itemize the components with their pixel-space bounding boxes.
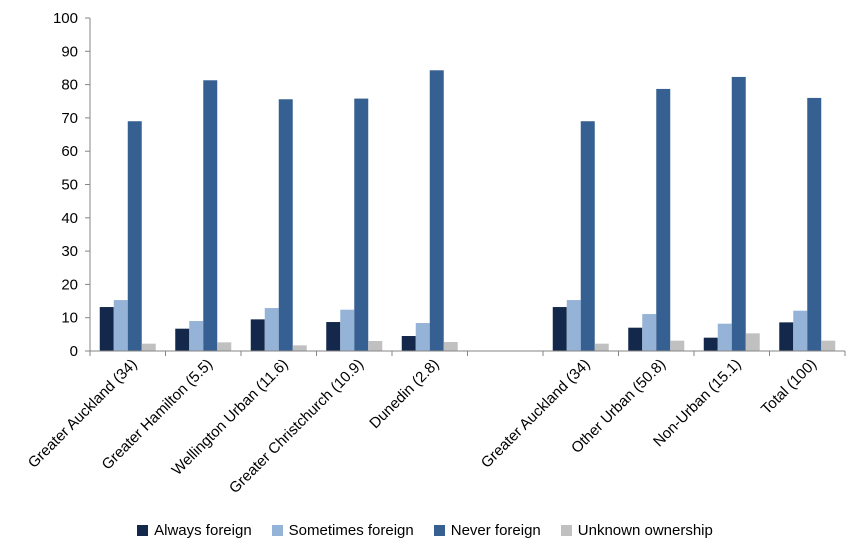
bar-unknown-ownership: [141, 343, 156, 351]
x-axis: Greater Auckland (34)Greater Hamilton (5…: [25, 350, 846, 497]
y-tick-label: 100: [53, 10, 78, 27]
bar-sometimes-foreign: [113, 300, 128, 351]
legend: Always foreign Sometimes foreign Never f…: [0, 522, 850, 539]
legend-item-sometimes-foreign: Sometimes foreign: [271, 522, 414, 539]
y-tick-label: 80: [61, 77, 78, 94]
x-tick-label: Total (100): [758, 356, 820, 418]
y-tick-label: 70: [61, 110, 78, 127]
y-tick-label: 0: [70, 343, 78, 360]
legend-swatch-unknown-ownership: [560, 525, 572, 536]
bar-always-foreign: [703, 337, 718, 351]
bar-sometimes-foreign: [264, 308, 279, 351]
bar-unknown-ownership: [292, 345, 307, 351]
bar-sometimes-foreign: [415, 323, 430, 351]
legend-swatch-sometimes-foreign: [271, 525, 283, 536]
bar-always-foreign: [552, 307, 567, 351]
legend-item-never-foreign: Never foreign: [433, 522, 541, 539]
bar-unknown-ownership: [368, 341, 383, 351]
bar-always-foreign: [99, 307, 114, 351]
bar-never-foreign: [354, 98, 369, 351]
bar-never-foreign: [807, 97, 822, 351]
y-tick-label: 90: [61, 43, 78, 60]
bar-sometimes-foreign: [717, 323, 732, 351]
bar-always-foreign: [779, 322, 794, 351]
bar-groups: [99, 70, 836, 352]
bar-sometimes-foreign: [340, 309, 355, 351]
legend-label: Unknown ownership: [577, 522, 713, 539]
y-tick-label: 40: [61, 210, 78, 227]
y-axis: 0 10 20 30 40 50 60 70 80 90 100: [53, 10, 91, 360]
y-tick-label: 20: [61, 276, 78, 293]
bar-unknown-ownership: [745, 333, 760, 351]
legend-swatch-always-foreign: [137, 525, 149, 536]
bar-unknown-ownership: [670, 340, 685, 351]
bar-never-foreign: [203, 80, 218, 352]
y-tick-label: 10: [61, 310, 78, 327]
bar-never-foreign: [278, 99, 293, 351]
bar-unknown-ownership: [443, 342, 458, 351]
bar-always-foreign: [628, 327, 643, 351]
y-tick-label: 60: [61, 143, 78, 160]
x-tick-label: Dunedin (2.8): [366, 356, 442, 432]
x-tick-label: Greater Christchurch (10.9): [226, 356, 367, 497]
bar-always-foreign: [326, 322, 341, 351]
bar-always-foreign: [401, 336, 416, 351]
legend-label: Always foreign: [154, 522, 252, 539]
legend-label: Never foreign: [450, 522, 541, 539]
bar-chart: 0 10 20 30 40 50 60 70 80 90 100 Greater Auckland …: [25, 10, 846, 497]
bar-unknown-ownership: [217, 342, 232, 351]
bar-always-foreign: [250, 319, 265, 351]
bar-never-foreign: [731, 76, 746, 351]
bar-sometimes-foreign: [793, 310, 808, 351]
bar-never-foreign: [429, 70, 444, 351]
bar-sometimes-foreign: [566, 300, 581, 351]
bar-sometimes-foreign: [642, 314, 657, 351]
legend-item-always-foreign: Always foreign: [137, 522, 252, 539]
bar-never-foreign: [127, 121, 142, 351]
bar-never-foreign: [656, 88, 671, 351]
legend-swatch-never-foreign: [433, 525, 445, 536]
bar-always-foreign: [175, 328, 190, 351]
bar-sometimes-foreign: [189, 321, 204, 351]
bar-unknown-ownership: [594, 343, 609, 351]
y-tick-label: 50: [61, 177, 78, 194]
y-tick-label: 30: [61, 243, 78, 260]
legend-item-unknown-ownership: Unknown ownership: [560, 522, 713, 539]
legend-label: Sometimes foreign: [288, 522, 414, 539]
bar-never-foreign: [580, 121, 595, 351]
bar-unknown-ownership: [821, 340, 836, 351]
